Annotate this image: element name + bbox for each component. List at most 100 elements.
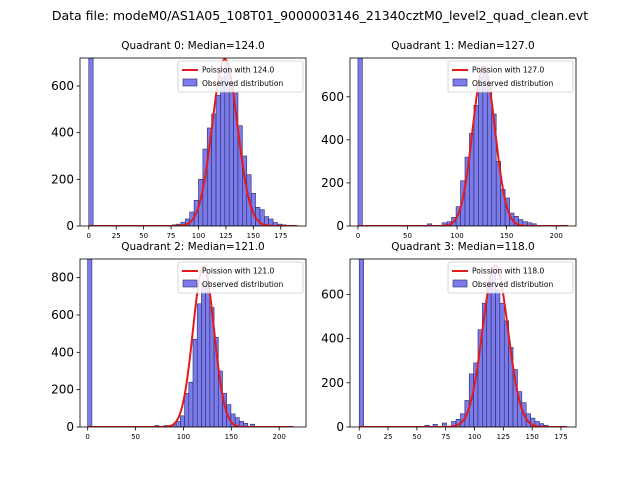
quadrant-1-xtick-label-4: 200 bbox=[549, 232, 562, 240]
quadrant-0-xtick-label-0: 0 bbox=[87, 232, 91, 240]
quadrant-3-axes-frame bbox=[349, 258, 577, 428]
quadrant-0-legend-curve-label: Poission with 124.0 bbox=[202, 66, 275, 75]
quadrant-0-ytick-label-2: 400 bbox=[51, 126, 74, 140]
quadrant-3-bar-3 bbox=[441, 422, 447, 427]
quadrant-2-bar-7 bbox=[192, 338, 198, 427]
quadrant-0-xtick-label-3: 75 bbox=[167, 232, 176, 240]
quadrant-2-bar-8 bbox=[196, 303, 202, 427]
quadrant-0-bar-14 bbox=[215, 95, 221, 226]
quadrant-1-panel: 0 50 100 150 200 0 200 400 600 Quadrant 1: Median… bbox=[321, 40, 577, 240]
quadrant-2-xtick-label-3: 150 bbox=[225, 433, 238, 441]
quadrant-1-axes-frame bbox=[349, 57, 577, 227]
quadrant-2-bar-4 bbox=[180, 415, 185, 427]
quadrant-0-legend-bar-label: Observed distribution bbox=[202, 79, 283, 88]
quadrant-1-xtick-label-1: 50 bbox=[403, 232, 412, 240]
quadrant-0-panel: 0 25 50 75 100 125 150 175 0 200 400 600 Quadrant 0:… bbox=[51, 40, 307, 240]
quadrant-3-bar-12 bbox=[486, 280, 492, 427]
quadrant-2-ytick-label-2: 400 bbox=[51, 345, 74, 359]
quadrant-2-plot-area bbox=[87, 259, 294, 427]
quadrant-3-xtick-label-5: 125 bbox=[497, 433, 510, 441]
quadrant-0-title: Quadrant 0: Median=124.0 bbox=[121, 40, 264, 52]
quadrant-3-legend-bar-swatch bbox=[452, 279, 468, 288]
quadrant-2-ytick-label-3: 600 bbox=[51, 308, 74, 322]
quadrant-2-bar-9 bbox=[201, 282, 206, 427]
quadrant-3-bar-14 bbox=[495, 289, 501, 427]
quadrant-3-legend-box bbox=[447, 261, 574, 294]
quadrant-0-xtick-label-2: 50 bbox=[139, 232, 148, 240]
quadrant-3-poisson-curve bbox=[359, 264, 567, 427]
quadrant-2-poisson-curve bbox=[87, 265, 294, 427]
quadrant-0-xtick-label-7: 175 bbox=[274, 232, 287, 240]
quadrant-1-title: Quadrant 1: Median=127.0 bbox=[391, 40, 534, 52]
quadrant-2-bar-5 bbox=[184, 393, 190, 427]
figure-title: Data file: modeM0/AS1A05_108T01_90000031… bbox=[51, 8, 589, 23]
quadrant-1-ytick-label-2: 400 bbox=[321, 133, 344, 147]
quadrant-1-ytick-label-1: 200 bbox=[321, 176, 344, 190]
quadrant-2-bar-zero bbox=[87, 259, 93, 427]
quadrant-1-xtick-label-0: 0 bbox=[356, 232, 360, 240]
quadrant-3-title: Quadrant 3: Median=118.0 bbox=[391, 241, 534, 253]
quadrant-2-legend-bar-label: Observed distribution bbox=[202, 280, 283, 289]
quadrant-3-bar-15 bbox=[499, 302, 505, 427]
quadrant-3-xtick-label-4: 100 bbox=[468, 433, 481, 441]
quadrant-0-xtick-label-4: 100 bbox=[192, 232, 205, 240]
quadrant-0-axes-frame bbox=[79, 57, 307, 227]
quadrant-2-bar-20 bbox=[250, 423, 255, 427]
quadrant-2-bar-10 bbox=[205, 284, 211, 427]
quadrant-1-legend-curve-label: Poission with 127.0 bbox=[472, 66, 545, 75]
quadrant-3-ytick-label-0: 0 bbox=[336, 420, 344, 434]
quadrant-1-bar-9 bbox=[478, 77, 484, 226]
quadrant-1-bar-zero bbox=[357, 58, 363, 226]
quadrant-1-bar-8 bbox=[473, 105, 479, 226]
quadrant-3-xtick-label-6: 150 bbox=[525, 433, 538, 441]
quadrant-3-panel: 0 25 50 75 100 125 150 175 0 200 400 600 Quadrant 3:… bbox=[321, 241, 577, 441]
quadrant-2-legend-box bbox=[177, 261, 304, 294]
quadrant-0-poisson-curve bbox=[88, 58, 298, 226]
quadrant-1-legend-bar-swatch bbox=[452, 78, 468, 87]
quadrant-0-legend-bar-swatch bbox=[182, 78, 198, 87]
quadrant-0-ytick-label-0: 0 bbox=[66, 219, 74, 233]
quadrant-1-bar-0 bbox=[427, 223, 433, 226]
quadrant-0-xtick-label-5: 125 bbox=[219, 232, 232, 240]
quadrant-1-bar-21 bbox=[531, 223, 537, 226]
quadrant-3-xtick-label-1: 25 bbox=[384, 433, 393, 441]
quadrant-1-legend-box bbox=[447, 60, 574, 93]
quadrant-3-xtick-label-2: 50 bbox=[412, 433, 421, 441]
quadrant-0-plot-area bbox=[88, 58, 298, 226]
quadrant-2-xtick-label-4: 200 bbox=[272, 433, 285, 441]
quadrant-2-ytick-label-4: 800 bbox=[51, 271, 74, 285]
quadrant-3-ytick-label-3: 600 bbox=[321, 287, 344, 301]
quadrant-3-bar-2 bbox=[432, 424, 438, 427]
quadrant-3-xtick-label-0: 0 bbox=[357, 433, 361, 441]
quadrant-0-ytick-label-1: 200 bbox=[51, 172, 74, 186]
quadrant-0-xtick-label-6: 150 bbox=[247, 232, 260, 240]
quadrant-2-panel: 0 50 100 150 200 0 200 400 600 800 Quadrant 2: Med… bbox=[51, 241, 307, 441]
quadrant-2-ytick-label-0: 0 bbox=[66, 420, 74, 434]
quadrant-2-title: Quadrant 2: Median=121.0 bbox=[121, 241, 264, 253]
quadrant-3-plot-area bbox=[358, 259, 567, 427]
quadrant-1-ytick-label-0: 0 bbox=[336, 219, 344, 233]
quadrant-2-legend-bar-swatch bbox=[182, 279, 198, 288]
quadrant-3-legend-bar-label: Observed distribution bbox=[472, 280, 553, 289]
quadrant-3-xtick-label-3: 75 bbox=[441, 433, 450, 441]
quadrant-1-bar-11 bbox=[486, 83, 493, 226]
quadrant-0-bar-zero bbox=[88, 58, 94, 226]
quadrant-1-legend-bar-label: Observed distribution bbox=[472, 79, 553, 88]
quadrant-1-xtick-label-3: 150 bbox=[500, 232, 513, 240]
quadrant-2-xtick-label-1: 50 bbox=[131, 433, 140, 441]
quadrant-2-legend-curve-label: Poission with 121.0 bbox=[202, 267, 275, 276]
quadrant-0-bar-15 bbox=[220, 76, 226, 226]
quadrant-3-bar-zero bbox=[358, 259, 364, 427]
quadrant-3-bar-13 bbox=[490, 271, 496, 427]
quadrant-1-xtick-label-2: 100 bbox=[450, 232, 463, 240]
quadrant-0-xtick-label-1: 25 bbox=[112, 232, 121, 240]
quadrant-0-legend-box bbox=[177, 60, 304, 93]
quadrant-0-ytick-label-3: 600 bbox=[51, 79, 74, 93]
quadrant-1-ytick-label-3: 600 bbox=[321, 90, 344, 104]
quadrant-2-axes-frame bbox=[79, 258, 307, 428]
quadrant-3-ytick-label-2: 400 bbox=[321, 332, 344, 346]
quadrant-3-ytick-label-1: 200 bbox=[321, 376, 344, 390]
quadrant-3-legend-curve-label: Poission with 118.0 bbox=[472, 267, 545, 276]
